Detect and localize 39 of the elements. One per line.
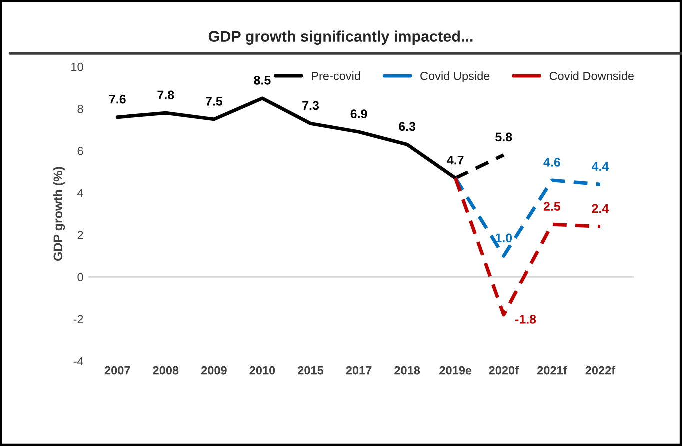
data-label: 2.4 (592, 204, 610, 213)
data-label: 4.4 (592, 162, 610, 171)
data-label: -1.8 (515, 315, 536, 324)
data-label: 6.3 (399, 122, 416, 132)
y-tick-label: 0 (78, 273, 84, 282)
data-label: 2.5 (544, 202, 561, 212)
data-label: 7.6 (109, 94, 126, 104)
y-tick-label: 4 (78, 189, 84, 198)
x-tick-label: 2020f (489, 366, 520, 375)
x-tick-label: 2022f (586, 366, 616, 375)
y-tick-label: 8 (78, 104, 84, 114)
y-tick-label: -2 (74, 315, 84, 324)
x-tick-label: 2017 (346, 366, 372, 375)
data-label: 4.6 (544, 158, 560, 167)
legend-label: Pre-covid (312, 72, 360, 80)
x-tick-label: 2015 (298, 366, 324, 375)
y-tick-label: 2 (78, 231, 84, 240)
x-tick-label: 2008 (153, 366, 179, 375)
legend-label: Covid Upside (420, 72, 490, 83)
x-tick-label: 2019e (440, 366, 472, 375)
y-tick-label: 6 (78, 147, 84, 156)
data-label: 8.5 (254, 76, 271, 85)
x-tick-label: 2021f (537, 366, 568, 375)
chart-title: GDP growth significantly impacted... (208, 30, 473, 46)
data-label: 1.0 (496, 234, 512, 243)
data-label: 7.8 (158, 90, 174, 100)
data-label: 7.5 (206, 97, 223, 106)
data-label: 4.7 (447, 156, 464, 165)
data-label: 7.3 (302, 101, 319, 110)
data-label: 6.9 (350, 110, 368, 118)
y-axis-title: GDP growth (%) (53, 167, 66, 262)
x-tick-label: 2007 (104, 366, 130, 375)
x-tick-label: 2010 (250, 366, 276, 375)
legend-label: Covid Downside (550, 72, 634, 80)
y-tick-label: -4 (74, 357, 84, 366)
x-tick-label: 2009 (201, 366, 227, 375)
x-tick-label: 2018 (394, 366, 420, 375)
data-label: 5.8 (496, 132, 512, 142)
y-tick-label: 10 (72, 62, 84, 72)
